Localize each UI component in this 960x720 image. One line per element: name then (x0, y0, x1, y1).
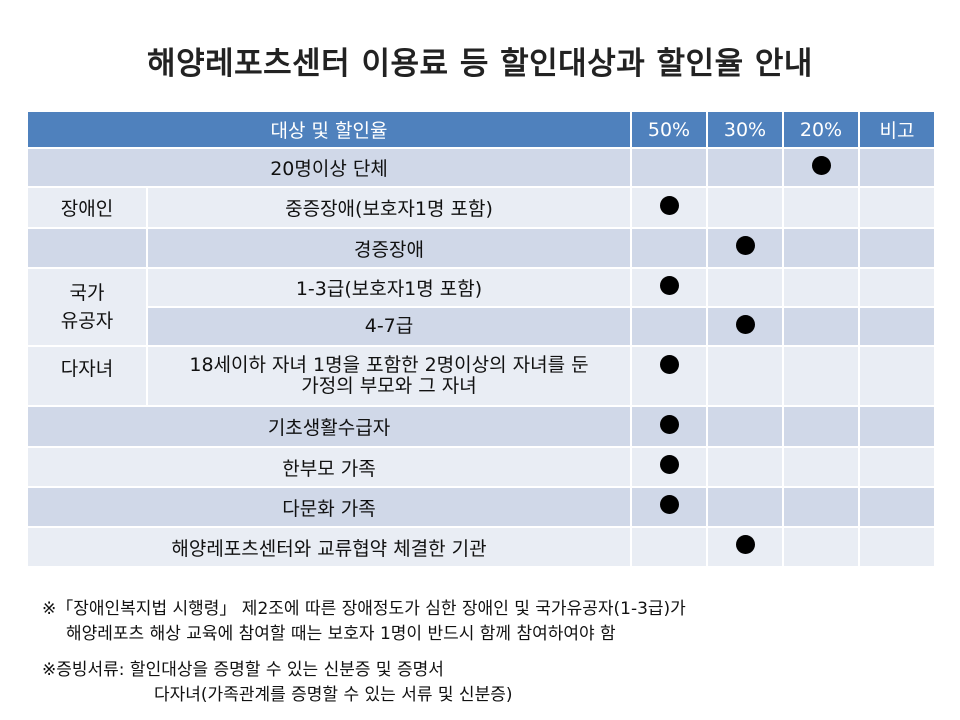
discount-dot-marker (659, 495, 679, 514)
group-label-veteran: 국가 유공자 (26, 267, 148, 347)
note-documents-line2: 다자녀(가족관계를 증명할 수 있는 서류 및 신분증) (154, 685, 513, 705)
row-label-single-parent: 한부모 가족 (26, 446, 632, 488)
discount-table: 대상 및 할인율 50% 30% 20% 비고 20명이상 단체 장애인 중증장… (26, 110, 936, 568)
row-label-basic-livelihood: 기초생활수급자 (26, 405, 632, 448)
row-label-multichild: 18세이하 자녀 1명을 포함한 2명이상의 자녀를 둔 가정의 부모와 그 자… (146, 345, 632, 407)
group-label-disabled: 장애인 (26, 186, 148, 229)
discount-dot-marker (735, 314, 755, 334)
note-documents-line1: ※증빙서류: 할인대상을 증명할 수 있는 신분증 및 증명서 (42, 660, 444, 680)
header-50-percent: 50% (630, 110, 708, 149)
table-row: 장애인 중증장애(보호자1명 포함) (26, 186, 936, 229)
row-label-partner-org: 해양레포츠센터와 교류협약 체결한 기관 (26, 526, 632, 568)
table-row: 다문화 가족 (26, 486, 936, 528)
discount-dot-marker (659, 414, 679, 434)
page-title: 해양레포츠센터 이용료 등 할인대상과 할인율 안내 (147, 46, 813, 82)
discount-dot-marker (659, 275, 679, 295)
table-row: 해양레포츠센터와 교류협약 체결한 기관 (26, 526, 936, 568)
row-label-group-20: 20명이상 단체 (26, 147, 632, 188)
table-row: 4-7급 (27, 306, 936, 347)
row-label-veteran-grade-4-7: 4-7급 (146, 306, 632, 347)
discount-dot-marker (735, 535, 755, 554)
note-guardian-line2: 해양레포츠 해상 교육에 참여할 때는 보호자 1명이 반드시 함께 참여하여야… (66, 624, 616, 644)
header-30-percent: 30% (706, 110, 784, 149)
table-row: 국가 유공자 1-3급(보호자1명 포함) (26, 267, 936, 347)
table-header-row: 대상 및 할인율 50% 30% 20% 비고 (26, 110, 936, 149)
discount-dot-marker (659, 195, 679, 215)
header-target: 대상 및 할인율 (26, 110, 632, 149)
row-label-veteran-grade-1-3: 1-3급(보호자1명 포함) (146, 267, 632, 308)
table-row: 20명이상 단체 (26, 147, 936, 188)
group-label-multichild: 다자녀 (26, 345, 148, 407)
table-row: 다자녀 18세이하 자녀 1명을 포함한 2명이상의 자녀를 둔 가정의 부모와… (26, 345, 936, 407)
discount-dot-marker (659, 455, 679, 474)
discount-dot-marker (659, 355, 679, 374)
table-row: 경증장애 (26, 227, 936, 269)
table-row: 한부모 가족 (26, 446, 936, 488)
header-note: 비고 (858, 110, 936, 149)
row-label-mild-disability: 경증장애 (146, 227, 632, 269)
row-label-multicultural: 다문화 가족 (26, 486, 632, 528)
row-label-severe-disability: 중증장애(보호자1명 포함) (146, 186, 632, 229)
discount-dot-marker (811, 155, 831, 175)
table-row: 기초생활수급자 (26, 405, 936, 448)
discount-dot-marker (735, 236, 755, 255)
note-guardian-line1: ※「장애인복지법 시행령」 제2조에 따른 장애정도가 심한 장애인 및 국가유… (42, 599, 686, 619)
header-20-percent: 20% (782, 110, 860, 149)
